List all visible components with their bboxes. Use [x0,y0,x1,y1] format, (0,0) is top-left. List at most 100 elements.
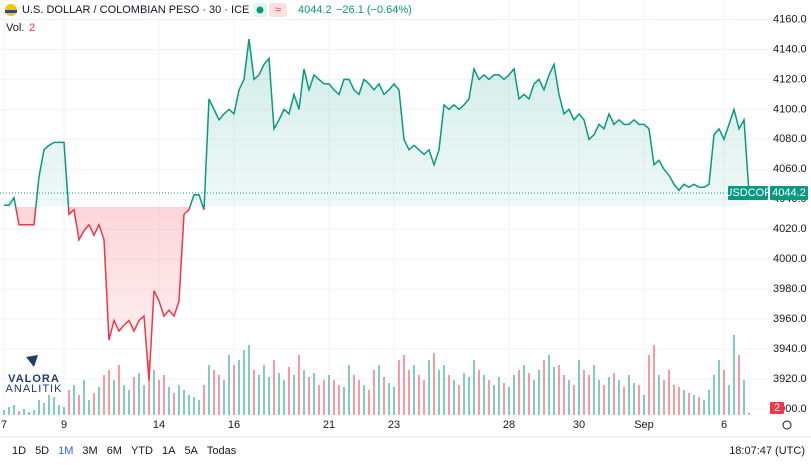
volume-bar [483,375,485,415]
volume-bar [373,370,375,415]
volume-bar [508,387,510,415]
volume-bar [58,405,60,415]
volume-bar [28,412,30,415]
volume-bar [13,405,15,415]
y-tick-label: 4000.0 [773,253,807,265]
y-tick-label: 3960.0 [773,313,807,325]
volume-bar [588,375,590,415]
price-tag [770,185,808,200]
volume-bar [543,360,545,415]
volume-bar [68,390,70,415]
volume-bar [228,355,230,415]
volume-bar [538,370,540,415]
range-button[interactable]: 5D [35,445,49,457]
volume-bar [738,355,740,415]
range-button[interactable]: 3M [82,445,97,457]
volume-bar [358,380,360,415]
volume-bar [98,387,100,415]
flag-icon [5,10,17,13]
x-tick-label: Sep [634,419,654,431]
range-button[interactable]: 1A [162,445,176,457]
volume-bar [523,365,525,415]
volume-bar [33,410,35,415]
volume-bar [503,383,505,415]
symbol-tag [728,185,768,200]
volume-bar [173,393,175,415]
volume-bar [428,360,430,415]
volume-bar [488,380,490,415]
volume-bar [8,407,10,415]
volume-bar [83,380,85,415]
volume-bar [453,380,455,415]
volume-bar [273,360,275,415]
volume-bar [298,355,300,415]
volume-bar [513,375,515,415]
x-tick-label: 16 [228,419,240,431]
volume-bar [533,380,535,415]
y-tick-label: 3940.0 [773,343,807,355]
volume-bar [728,385,730,415]
delay-icon [269,3,287,17]
volume-bar [263,365,265,415]
status-dot [256,6,264,14]
clock: 18:07:47 (UTC) [729,445,805,457]
volume-bar [183,390,185,415]
range-button[interactable]: 5A [184,445,198,457]
x-tick-label: 28 [503,419,515,431]
volume-bar [593,365,595,415]
volume-bar [473,360,475,415]
volume-bar [123,385,125,415]
volume-bar [568,380,570,415]
volume-bar [353,375,355,415]
plot-area [0,0,768,415]
volume-bar [648,355,650,415]
volume-bar [413,365,415,415]
volume-bar [743,380,745,415]
volume-bar [518,370,520,415]
volume-bar [348,365,350,415]
y-tick-label: 3980.0 [773,283,807,295]
volume-bar [143,385,145,415]
volume-bar [458,385,460,415]
volume-bar [243,350,245,415]
volume-bar [363,385,365,415]
delay-icon-text: ≈ [275,4,281,16]
volume-bar [603,385,605,415]
volume-bar [53,397,55,415]
x-tick-label: 9 [61,419,67,431]
range-button[interactable]: YTD [131,445,153,457]
volume-bar [558,365,560,415]
logo-sub: ANALITIK [6,383,63,395]
volume-bar [688,393,690,415]
price-tag-text: 4044.2 [772,187,806,199]
volume-bar [218,375,220,415]
volume-bar [463,373,465,415]
volume-bar [658,375,660,415]
toolbar: 1D 5D 1M 3M 6M YTD 1A 5A Todas [12,445,237,457]
y-tick-label: 4100.0 [773,103,807,115]
x-tick-label: 7 [1,419,7,431]
settings-icon[interactable] [782,420,792,430]
volume-bar [383,377,385,415]
volume-bar [408,370,410,415]
range-button[interactable]: Todas [207,445,237,457]
volume-bar [693,395,695,415]
volume-bar [318,385,320,415]
x-tick-label: 23 [388,419,400,431]
volume-bar [493,385,495,415]
volume-bar [328,375,330,415]
volume-value: 2 [29,22,35,34]
range-button[interactable]: 1M [58,445,73,457]
x-tick-label: 30 [573,419,585,431]
volume-bar [188,395,190,415]
volume-bar [683,390,685,415]
volume-bar [678,387,680,415]
volume-bar [573,385,575,415]
range-button[interactable]: 6M [107,445,122,457]
range-button[interactable]: 1D [12,445,26,457]
volume-bar [528,373,530,415]
volume-bar [633,383,635,415]
volume-bar [138,373,140,415]
volume-bar [733,335,735,415]
volume-bar [548,355,550,415]
